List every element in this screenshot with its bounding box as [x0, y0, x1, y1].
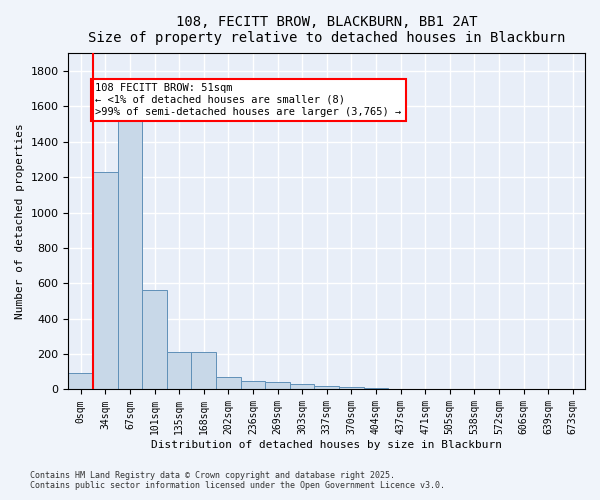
- Bar: [314, 386, 339, 390]
- Bar: [364, 388, 388, 390]
- Bar: [167, 352, 191, 390]
- Bar: [339, 387, 364, 390]
- Bar: [241, 380, 265, 390]
- Bar: [388, 388, 413, 390]
- Title: 108, FECITT BROW, BLACKBURN, BB1 2AT
Size of property relative to detached house: 108, FECITT BROW, BLACKBURN, BB1 2AT Siz…: [88, 15, 565, 45]
- Bar: [118, 103, 142, 390]
- Text: Contains HM Land Registry data © Crown copyright and database right 2025.
Contai: Contains HM Land Registry data © Crown c…: [30, 470, 445, 490]
- Y-axis label: Number of detached properties: Number of detached properties: [15, 124, 25, 320]
- Bar: [93, 172, 118, 390]
- Bar: [290, 384, 314, 390]
- Bar: [216, 377, 241, 390]
- Bar: [191, 352, 216, 390]
- Bar: [68, 372, 93, 390]
- Text: 108 FECITT BROW: 51sqm
← <1% of detached houses are smaller (8)
>99% of semi-det: 108 FECITT BROW: 51sqm ← <1% of detached…: [95, 84, 402, 116]
- Bar: [265, 382, 290, 390]
- Bar: [413, 389, 437, 390]
- X-axis label: Distribution of detached houses by size in Blackburn: Distribution of detached houses by size …: [151, 440, 502, 450]
- Bar: [142, 290, 167, 390]
